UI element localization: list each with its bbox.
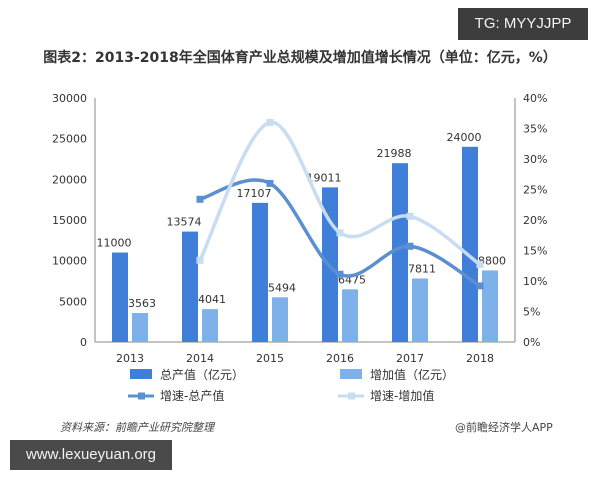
point-growth-total [266, 179, 274, 187]
data-label: 8800 [478, 254, 506, 267]
right-axis-tick-label: 5% [523, 306, 540, 319]
right-axis-tick-label: 35% [523, 123, 547, 136]
point-growth-total [476, 282, 484, 290]
legend-swatch [130, 369, 152, 379]
left-axis-tick-label: 0 [80, 336, 87, 349]
left-axis-tick-label: 5000 [59, 295, 87, 308]
left-axis-tick-label: 10000 [52, 255, 87, 268]
data-label: 4041 [198, 293, 226, 306]
source-note: 资料来源：前瞻产业研究院整理 [60, 421, 214, 434]
x-axis-tick-label: 2017 [396, 352, 424, 365]
point-growth-added [196, 256, 204, 264]
legend-label: 总产值（亿元） [160, 367, 244, 382]
data-label: 5494 [268, 281, 296, 294]
point-growth-total [336, 270, 344, 278]
point-growth-added [476, 261, 484, 269]
legend-label: 增加值（亿元） [370, 367, 454, 382]
watermark-tag: TG: MYYJJPP [458, 8, 588, 40]
x-axis-tick-label: 2018 [466, 352, 494, 365]
line-growth-added [198, 120, 482, 267]
data-label: 19011 [307, 171, 342, 184]
bar-total-output [392, 163, 408, 342]
bar-added-value [342, 289, 358, 342]
bar-total-output [252, 202, 268, 342]
data-label: 7811 [408, 262, 436, 275]
data-label: 13574 [167, 216, 202, 229]
left-axis-tick-label: 20000 [52, 173, 87, 186]
bar-added-value [132, 313, 148, 342]
chart: 0 5000 10000 15000 20000 25000 30000 0% 5% 10% 15%… [52, 92, 547, 403]
x-axis-tick-label: 2014 [186, 352, 214, 365]
bar-total-output [112, 252, 128, 342]
legend-label: 增速-增加值 [370, 388, 434, 403]
chart-title: 图表2：2013-2018年全国体育产业总规模及增加值增长情况（单位：亿元，%） [43, 50, 557, 66]
point-growth-added [266, 118, 274, 126]
right-axis-tick-label: 25% [523, 184, 547, 197]
right-axis-tick-label: 20% [523, 214, 547, 227]
data-label: 21988 [377, 147, 412, 160]
point-growth-added [406, 212, 414, 220]
bar-added-value [412, 278, 428, 342]
point-growth-added [336, 229, 344, 237]
legend-label: 增速-总产值 [160, 388, 224, 403]
data-label: 11000 [97, 237, 132, 250]
legend-swatch-marker [348, 392, 355, 400]
right-axis-tick-label: 30% [523, 153, 547, 166]
x-axis-tick-label: 2015 [256, 352, 284, 365]
data-label: 3563 [128, 297, 156, 310]
x-axis-tick-label: 2013 [116, 352, 144, 365]
brand-label: @前瞻经济学人APP [455, 421, 553, 434]
right-axis-tick-label: 0% [523, 336, 540, 349]
site-watermark: www.lexueyuan.org [10, 440, 172, 470]
x-axis-tick-label: 2016 [326, 352, 354, 365]
data-label: 24000 [447, 131, 482, 144]
left-axis-tick-label: 25000 [52, 133, 87, 146]
point-growth-total [196, 195, 204, 203]
point-growth-total [406, 242, 414, 250]
bar-total-output [462, 146, 478, 342]
bar-added-value [482, 270, 498, 342]
bar-added-value [202, 309, 218, 342]
bar-added-value [272, 297, 288, 342]
legend-swatch [340, 369, 362, 379]
legend-swatch-marker [138, 392, 145, 400]
left-axis-tick-label: 30000 [52, 92, 87, 105]
right-axis-tick-label: 10% [523, 275, 547, 288]
right-axis-tick-label: 15% [523, 245, 547, 258]
bar-total-output [182, 231, 198, 342]
left-axis-tick-label: 15000 [52, 214, 87, 227]
data-label: 17107 [237, 187, 272, 200]
right-axis-tick-label: 40% [523, 92, 547, 105]
